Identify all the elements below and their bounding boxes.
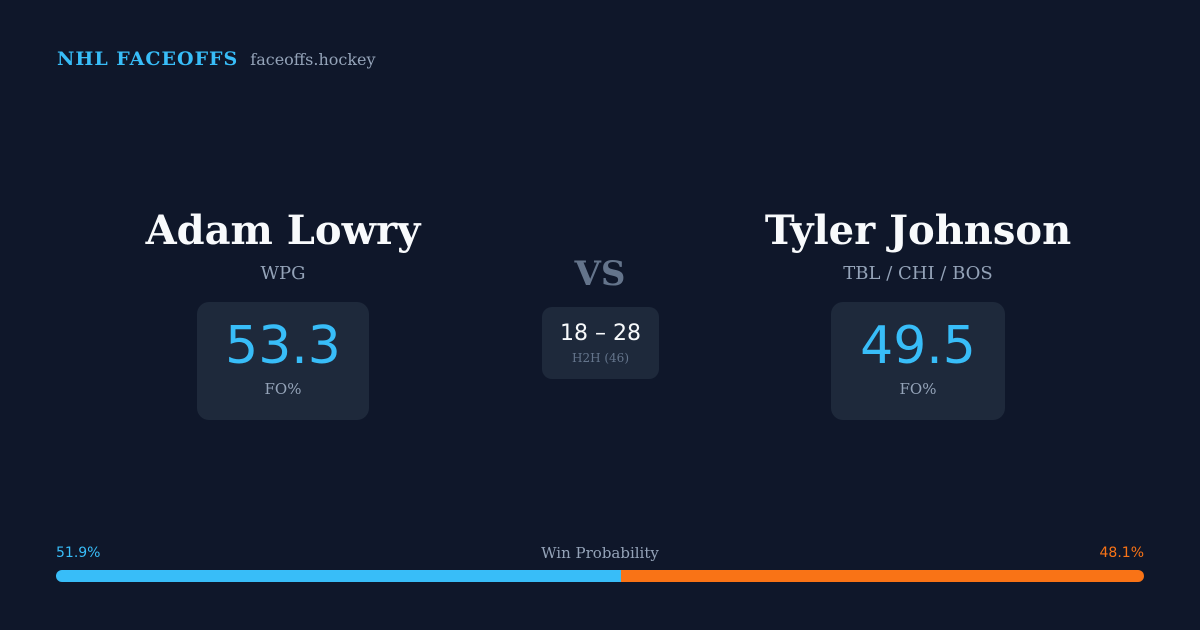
brand-title: NHL FACEOFFS [57, 48, 239, 70]
h2h-score: 18 – 28 [560, 321, 641, 346]
player-right-name: Tyler Johnson [764, 207, 1072, 254]
player-right-fo-value: 49.5 [860, 316, 976, 376]
player-right-fo-label: FO% [899, 380, 937, 398]
win-probability-title: Win Probability [541, 544, 659, 562]
brand-domain: faceoffs.hockey [250, 50, 376, 69]
win-probability-right-label: 48.1% [1099, 545, 1144, 561]
player-left-stat-card: 53.3 FO% [197, 302, 369, 420]
player-left-panel: Adam Lowry WPG 53.3 FO% [63, 205, 503, 420]
h2h-card: 18 – 28 H2H (46) [542, 307, 659, 379]
h2h-label: H2H (46) [571, 351, 629, 365]
player-left-fo-value: 53.3 [225, 316, 341, 376]
win-probability-header: 51.9% Win Probability 48.1% [56, 543, 1144, 563]
player-right-stat-card: 49.5 FO% [831, 302, 1005, 420]
win-probability-right-fill [620, 570, 1144, 582]
player-left-team: WPG [260, 263, 306, 284]
brand: NHL FACEOFFS faceoffs.hockey [57, 48, 376, 70]
win-probability-left-label: 51.9% [56, 545, 101, 561]
player-left-name: Adam Lowry [145, 207, 421, 254]
player-left-fo-label: FO% [264, 380, 302, 398]
player-right-team: TBL / CHI / BOS [843, 263, 993, 284]
player-right-panel: Tyler Johnson TBL / CHI / BOS 49.5 FO% [698, 205, 1138, 420]
win-probability-left-fill [56, 570, 621, 582]
win-probability-bar [56, 570, 1144, 582]
vs-label: VS [574, 254, 626, 294]
